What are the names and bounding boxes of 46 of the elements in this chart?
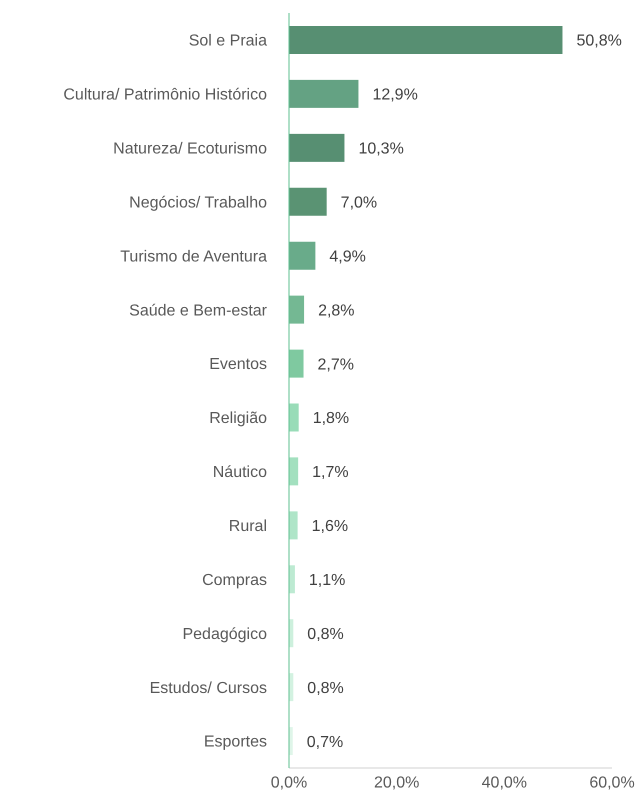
bar (289, 134, 344, 162)
y-tick-label: Turismo de Aventura (120, 248, 268, 266)
bar (289, 188, 327, 216)
bar (289, 80, 358, 108)
y-tick-label: Negócios/ Trabalho (129, 194, 268, 212)
x-tick-label: 40,0% (482, 774, 528, 792)
x-tick-label: 20,0% (374, 774, 420, 792)
y-tick-label: Rural (228, 518, 267, 535)
y-tick-label: Sol e Praia (188, 32, 268, 50)
bar (289, 565, 295, 594)
bar (289, 457, 298, 486)
bar (289, 296, 304, 324)
data-label: 1,8% (312, 410, 350, 428)
y-tick-label: Natureza/ Ecoturismo (113, 140, 268, 158)
y-tick-label: Pedagógico (182, 626, 268, 643)
bar (289, 673, 294, 702)
bar (289, 727, 293, 756)
bar (289, 350, 304, 378)
data-label: 0,8% (307, 680, 344, 697)
data-label: 10,3% (358, 140, 404, 158)
data-label: 7,0% (340, 194, 378, 212)
bar (289, 619, 294, 648)
data-label: 0,7% (306, 734, 344, 751)
y-tick-label: Saúde e Bem-estar (129, 302, 268, 320)
data-label: 12,9% (372, 86, 418, 104)
y-tick-label: Náutico (212, 464, 268, 482)
data-label: 2,8% (318, 302, 355, 320)
y-tick-label: Compras (202, 572, 267, 589)
data-label: 1,1% (308, 572, 346, 589)
y-tick-label: Cultura/ Patrimônio Histórico (63, 86, 268, 104)
x-tick-label: 0,0% (270, 774, 308, 792)
y-tick-label: Esportes (204, 734, 267, 751)
x-tick-label: 60,0% (589, 774, 635, 792)
bar (289, 26, 562, 54)
y-tick-label: Eventos (209, 356, 267, 374)
bar (289, 242, 316, 270)
data-label: 50,8% (576, 32, 622, 50)
data-label: 0,8% (307, 626, 344, 643)
data-label: 4,9% (329, 248, 366, 266)
y-tick-label: Estudos/ Cursos (150, 680, 267, 697)
bar (289, 404, 299, 432)
data-label: 1,6% (312, 518, 348, 536)
bar (289, 511, 298, 540)
data-label: 2,7% (318, 356, 354, 374)
data-label: 1,7% (312, 464, 349, 482)
y-tick-label: Religião (209, 410, 268, 428)
